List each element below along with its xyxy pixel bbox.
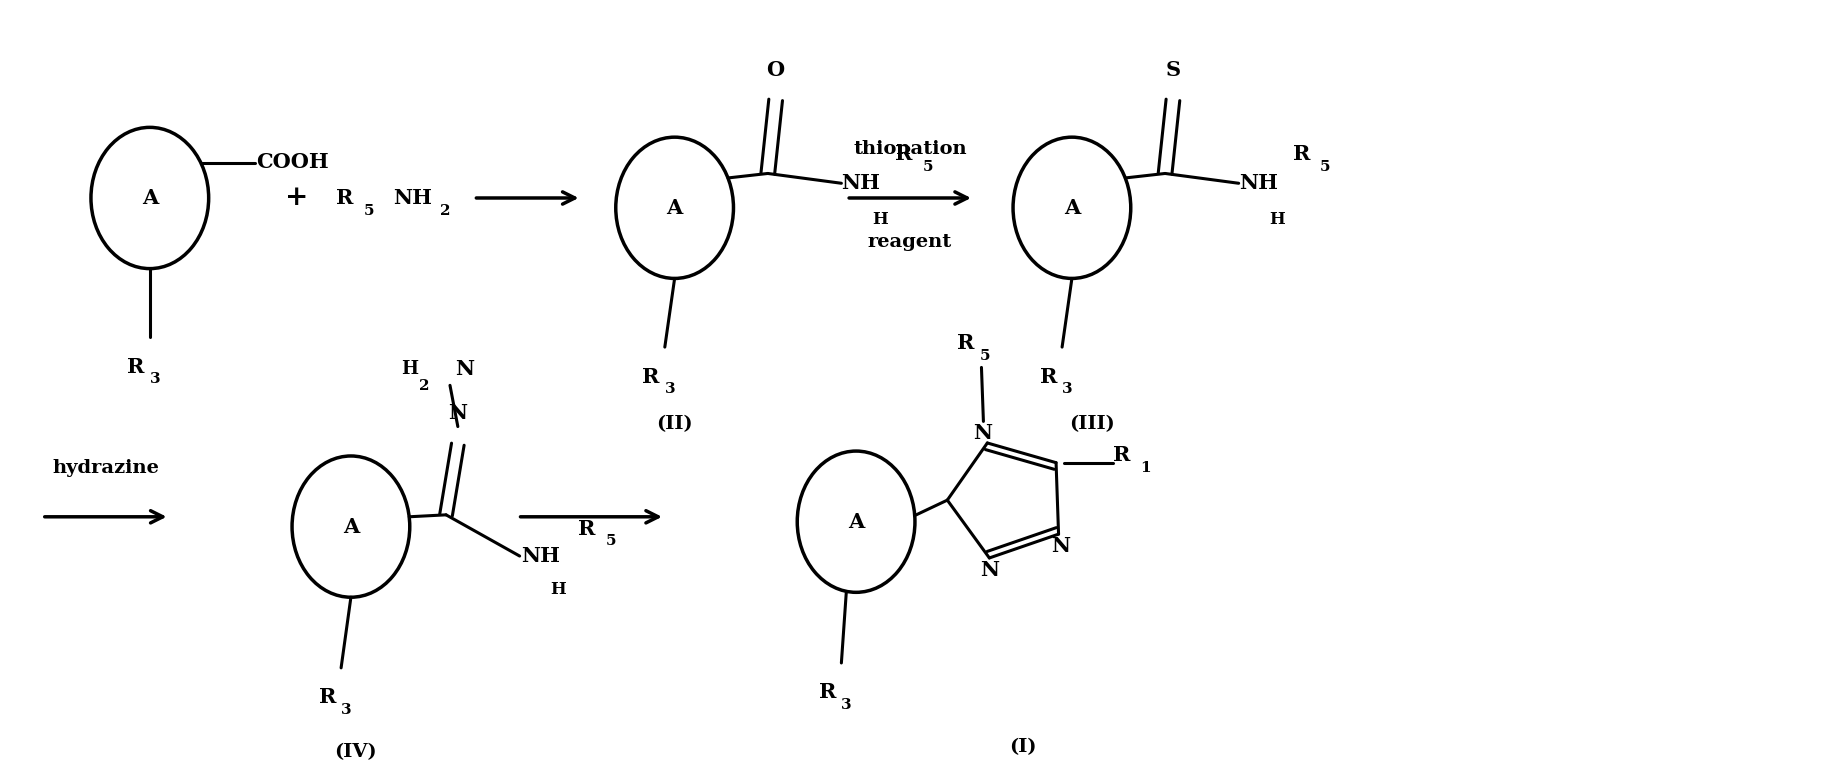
Text: (IV): (IV): [334, 743, 378, 761]
Text: 2: 2: [440, 204, 451, 218]
Text: N: N: [454, 358, 474, 379]
Text: R: R: [579, 519, 595, 539]
Text: N: N: [449, 403, 467, 422]
Text: NH: NH: [392, 188, 433, 208]
Text: 1: 1: [1141, 461, 1152, 474]
Text: R: R: [956, 333, 975, 353]
Text: NH: NH: [841, 173, 880, 193]
Text: N: N: [973, 423, 993, 443]
Text: +: +: [285, 184, 308, 212]
Text: R: R: [336, 188, 354, 208]
Text: R: R: [1113, 445, 1130, 465]
Text: R: R: [642, 367, 661, 387]
Text: 2: 2: [418, 380, 429, 393]
Text: (III): (III): [1069, 415, 1115, 432]
Text: (I): (I): [1009, 738, 1037, 756]
Text: NH: NH: [522, 546, 560, 566]
Text: A: A: [142, 188, 159, 208]
Text: A: A: [666, 198, 683, 218]
Text: S: S: [1166, 60, 1181, 80]
Text: reagent: reagent: [869, 233, 953, 251]
Text: H: H: [402, 360, 418, 377]
Text: A: A: [343, 516, 360, 536]
Text: 5: 5: [980, 348, 989, 363]
Text: hydrazine: hydrazine: [53, 458, 159, 477]
Text: A: A: [1064, 198, 1080, 218]
Text: O: O: [766, 60, 785, 80]
Text: R: R: [1040, 367, 1057, 387]
Text: 3: 3: [664, 382, 675, 397]
Text: R: R: [896, 144, 912, 163]
Text: 5: 5: [363, 204, 374, 218]
Text: H: H: [549, 581, 566, 597]
Text: 5: 5: [1319, 160, 1330, 173]
Text: A: A: [849, 512, 865, 532]
Text: 3: 3: [150, 373, 161, 387]
Text: H: H: [1268, 211, 1285, 228]
Text: 3: 3: [1062, 382, 1073, 397]
Text: thionation: thionation: [854, 140, 967, 158]
Text: N: N: [1051, 536, 1069, 556]
Text: NH: NH: [1239, 173, 1278, 193]
Text: R: R: [1292, 144, 1310, 163]
Text: 3: 3: [841, 698, 852, 712]
Text: (II): (II): [657, 415, 694, 432]
Text: COOH: COOH: [256, 152, 328, 172]
Text: 5: 5: [606, 534, 617, 549]
Text: N: N: [980, 560, 998, 580]
Text: R: R: [319, 688, 336, 707]
Text: H: H: [872, 211, 887, 228]
Text: 3: 3: [341, 703, 352, 717]
Text: 5: 5: [923, 160, 933, 173]
Text: R: R: [819, 682, 836, 702]
Text: R: R: [128, 357, 144, 377]
